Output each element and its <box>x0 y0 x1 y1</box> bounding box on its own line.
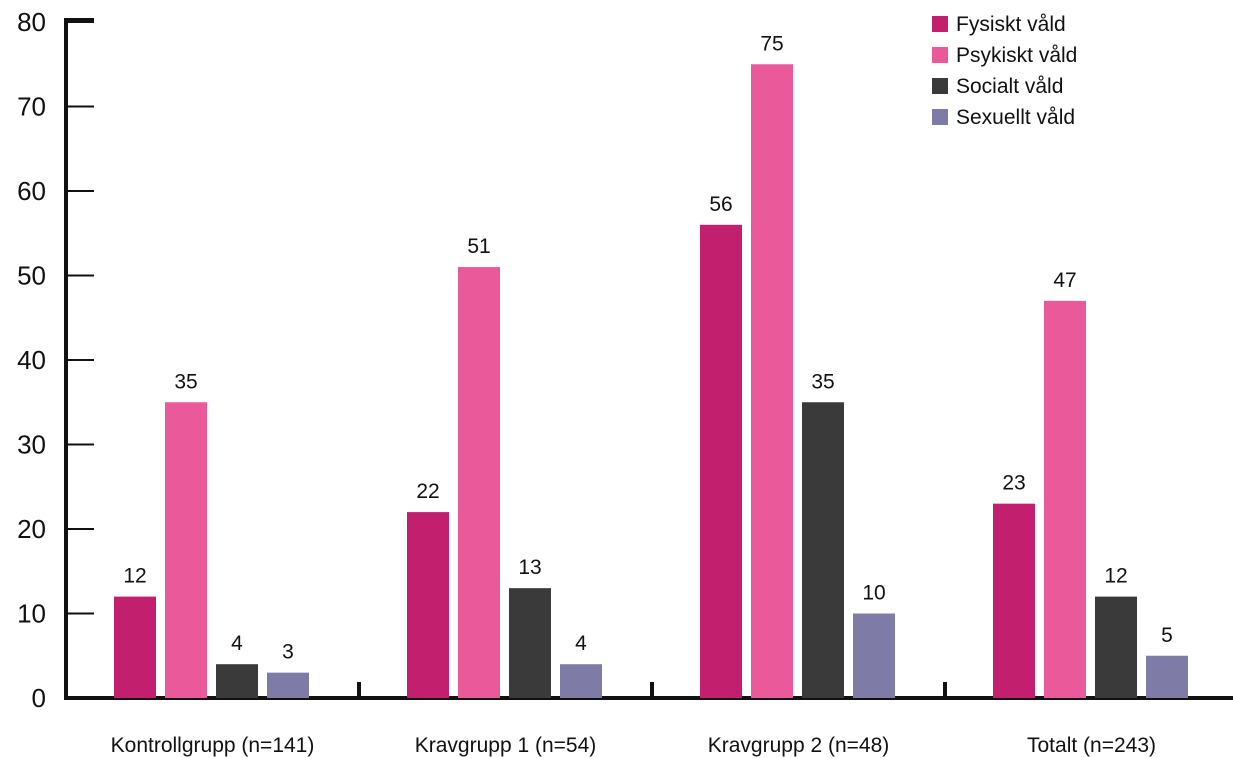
legend-label: Psykiskt våld <box>956 44 1077 67</box>
bar <box>1095 596 1137 698</box>
legend: Fysiskt våld Psykiskt våld Socialt våld Sex… <box>932 13 1077 129</box>
y-axis-ticks: 0 10 20 30 40 50 60 70 80 <box>17 7 94 713</box>
category-label: Kontrollgrupp (n=141) <box>111 734 315 757</box>
bar <box>751 64 793 698</box>
y-tick-label: 10 <box>17 599 46 629</box>
bar-value-label: 47 <box>1053 269 1076 292</box>
y-tick-label: 0 <box>32 683 46 713</box>
bar-value-label: 12 <box>1104 565 1127 588</box>
bar-series <box>114 64 1188 699</box>
bar-value-label: 56 <box>709 193 732 216</box>
bar-value-label: 10 <box>862 582 885 605</box>
bar <box>1146 655 1188 698</box>
bar-value-label: 51 <box>467 235 490 258</box>
bar-value-label: 5 <box>1161 624 1173 647</box>
bar-value-label: 22 <box>416 480 439 503</box>
bar-value-label: 4 <box>231 632 243 655</box>
category-labels: Kontrollgrupp (n=141) Kravgrupp 1 (n=54) K… <box>111 734 1156 757</box>
legend-swatch <box>932 47 948 63</box>
category-label: Kravgrupp 2 (n=48) <box>708 734 890 757</box>
bar <box>458 267 500 698</box>
bar <box>114 596 156 698</box>
bar-value-label: 23 <box>1002 472 1025 495</box>
bar <box>509 588 551 698</box>
legend-label: Socialt våld <box>956 75 1063 98</box>
bar <box>1044 300 1086 698</box>
y-tick-label: 50 <box>17 261 46 291</box>
category-label: Kravgrupp 1 (n=54) <box>415 734 597 757</box>
bar <box>853 613 895 698</box>
y-tick-label: 40 <box>17 345 46 375</box>
bar <box>165 402 207 698</box>
category-label: Totalt (n=243) <box>1027 734 1156 757</box>
y-tick-label: 60 <box>17 176 46 206</box>
legend-swatch <box>932 109 948 125</box>
data-labels: 12 35 4 3 22 51 13 4 56 75 35 10 23 47 12 5 <box>123 32 1173 663</box>
bar-value-label: 35 <box>811 370 834 393</box>
bar <box>560 664 602 698</box>
bar-value-label: 35 <box>174 370 197 393</box>
bar-value-label: 12 <box>123 565 146 588</box>
y-tick-label: 70 <box>17 92 46 122</box>
y-tick-label: 30 <box>17 430 46 460</box>
bar-value-label: 3 <box>282 641 294 664</box>
bar <box>993 503 1035 698</box>
bar <box>700 224 742 699</box>
y-tick-label: 20 <box>17 514 46 544</box>
legend-label: Fysiskt våld <box>956 13 1066 36</box>
legend-label: Sexuellt våld <box>956 106 1075 129</box>
bar <box>216 664 258 698</box>
y-tick-label: 80 <box>17 7 46 37</box>
bar <box>802 402 844 698</box>
legend-swatch <box>932 78 948 94</box>
bar-value-label: 75 <box>760 32 783 55</box>
bar-value-label: 4 <box>575 632 587 655</box>
bar <box>267 672 309 698</box>
bar-value-label: 13 <box>518 556 541 579</box>
bar <box>407 512 449 698</box>
legend-swatch <box>932 16 948 32</box>
